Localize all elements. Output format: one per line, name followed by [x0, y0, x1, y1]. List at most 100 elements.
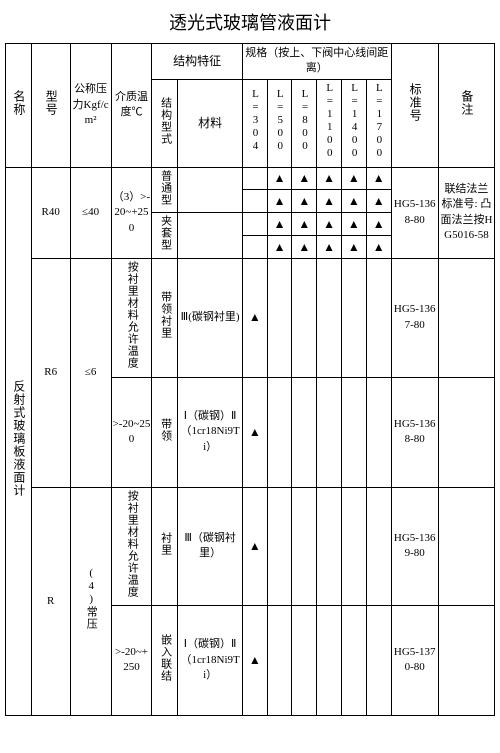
cell-note: 联结法兰标准号: 凸面法兰按HG5016-58 [438, 167, 494, 259]
cell-mark [366, 605, 391, 715]
cell-model: R6 [31, 259, 70, 487]
cell-mark: ▲ [242, 259, 267, 377]
cell-mark: ▲ [366, 167, 391, 190]
cell-std: HG5-1368-80 [391, 377, 438, 487]
hdr-struct-type: 结构型式 [152, 79, 178, 167]
cell-temp: >-20~250 [111, 377, 152, 487]
cell-mark: ▲ [341, 190, 366, 213]
cell-mark [341, 487, 366, 605]
cell-pressure: ≤40 [70, 167, 111, 259]
header-row: 名称 型号 公称压力Kgf/cm² 介质温度℃ 结构特征 规格（按上、下阀中心线… [6, 44, 495, 80]
table-row: R (4)常压 按衬里材料允许温度 衬里 Ⅲ（碳钢衬里） ▲ HG5-1369-… [6, 487, 495, 605]
hdr-model: 型号 [31, 44, 70, 168]
cell-note [438, 377, 494, 487]
cell-material: Ⅰ（碳钢）Ⅱ（1cr18Ni9Ti） [178, 377, 243, 487]
cell-mark: ▲ [292, 190, 317, 213]
rowhead-name: 反射式玻璃板液面计 [6, 167, 32, 715]
cell-mark: ▲ [292, 213, 317, 236]
cell-mark [341, 377, 366, 487]
cell-note [438, 487, 494, 605]
table-row: 反射式玻璃板液面计 R40 ≤40 （3）>-20~+250 普通型 ▲ ▲ ▲… [6, 167, 495, 190]
hdr-spec-group: 规格（按上、下阀中心线间距离） [242, 44, 391, 80]
hdr-std: 标准号 [391, 44, 438, 168]
hdr-L3: L=800 [292, 79, 317, 167]
cell-mark [366, 487, 391, 605]
cell-mark [366, 377, 391, 487]
cell-temp: >-20~+250 [111, 605, 152, 715]
hdr-material: 材料 [178, 79, 243, 167]
cell-std: HG5-1369-80 [391, 487, 438, 605]
cell-mark: ▲ [242, 377, 267, 487]
cell-mark: ▲ [317, 167, 342, 190]
cell-struct: 普通型 [152, 167, 178, 213]
cell-mark [341, 259, 366, 377]
cell-material: Ⅲ（碳钢衬里） [178, 487, 243, 605]
cell-mark: ▲ [242, 605, 267, 715]
cell-mark: ▲ [317, 213, 342, 236]
cell-mark: ▲ [341, 213, 366, 236]
cell-material: Ⅲ(碳钢衬里) [178, 259, 243, 377]
cell-struct: 衬里 [152, 487, 178, 605]
hdr-L2: L=500 [267, 79, 292, 167]
cell-mark [267, 259, 292, 377]
cell-material [178, 213, 243, 259]
cell-mark: ▲ [341, 167, 366, 190]
cell-mark [292, 259, 317, 377]
cell-note [438, 259, 494, 377]
page-title: 透光式玻璃管液面计 [5, 9, 495, 35]
hdr-L1: L=304 [242, 79, 267, 167]
cell-mark [292, 487, 317, 605]
cell-temp: 按衬里材料允许温度 [111, 259, 152, 377]
cell-mark: ▲ [366, 213, 391, 236]
hdr-name: 名称 [6, 44, 32, 168]
cell-mark: ▲ [366, 190, 391, 213]
hdr-pressure: 公称压力Kgf/cm² [70, 44, 111, 168]
cell-mark: ▲ [317, 190, 342, 213]
cell-material: Ⅰ（碳钢）Ⅱ（1cr18Ni9Ti） [178, 605, 243, 715]
cell-struct: 带领 [152, 377, 178, 487]
cell-model: R [31, 487, 70, 715]
cell-pressure: ≤6 [70, 259, 111, 487]
cell-struct: 带领衬里 [152, 259, 178, 377]
cell-mark [317, 605, 342, 715]
cell-mark [317, 377, 342, 487]
cell-mark [366, 259, 391, 377]
cell-mark [317, 487, 342, 605]
cell-material [178, 167, 243, 213]
cell-mark: ▲ [366, 236, 391, 259]
cell-mark: ▲ [341, 236, 366, 259]
cell-mark [242, 236, 267, 259]
cell-mark: ▲ [267, 236, 292, 259]
cell-mark [267, 377, 292, 487]
cell-mark [317, 259, 342, 377]
cell-mark [242, 167, 267, 190]
hdr-struct-group: 结构特征 [152, 44, 242, 80]
cell-mark: ▲ [292, 167, 317, 190]
hdr-L6: L=1700 [366, 79, 391, 167]
cell-struct: 夹套型 [152, 213, 178, 259]
cell-model: R40 [31, 167, 70, 259]
hdr-note: 备注 [438, 44, 494, 168]
cell-mark [267, 487, 292, 605]
cell-mark: ▲ [292, 236, 317, 259]
cell-mark: ▲ [242, 487, 267, 605]
cell-pressure: (4)常压 [70, 487, 111, 715]
cell-mark: ▲ [267, 213, 292, 236]
hdr-L5: L=1400 [341, 79, 366, 167]
cell-temp: 按衬里材料允许温度 [111, 487, 152, 605]
cell-std: HG5-1367-80 [391, 259, 438, 377]
cell-note [438, 605, 494, 715]
cell-std: HG5-1368-80 [391, 167, 438, 259]
cell-mark: ▲ [317, 236, 342, 259]
cell-mark [267, 605, 292, 715]
cell-mark [292, 605, 317, 715]
cell-temp: （3）>-20~+250 [111, 167, 152, 259]
table-row: R6 ≤6 按衬里材料允许温度 带领衬里 Ⅲ(碳钢衬里) ▲ HG5-1367-… [6, 259, 495, 377]
spec-table: 名称 型号 公称压力Kgf/cm² 介质温度℃ 结构特征 规格（按上、下阀中心线… [5, 43, 495, 716]
hdr-L4: L=1100 [317, 79, 342, 167]
cell-mark [242, 190, 267, 213]
cell-mark: ▲ [267, 167, 292, 190]
cell-struct: 嵌入联结 [152, 605, 178, 715]
hdr-temp: 介质温度℃ [111, 44, 152, 168]
cell-mark [341, 605, 366, 715]
